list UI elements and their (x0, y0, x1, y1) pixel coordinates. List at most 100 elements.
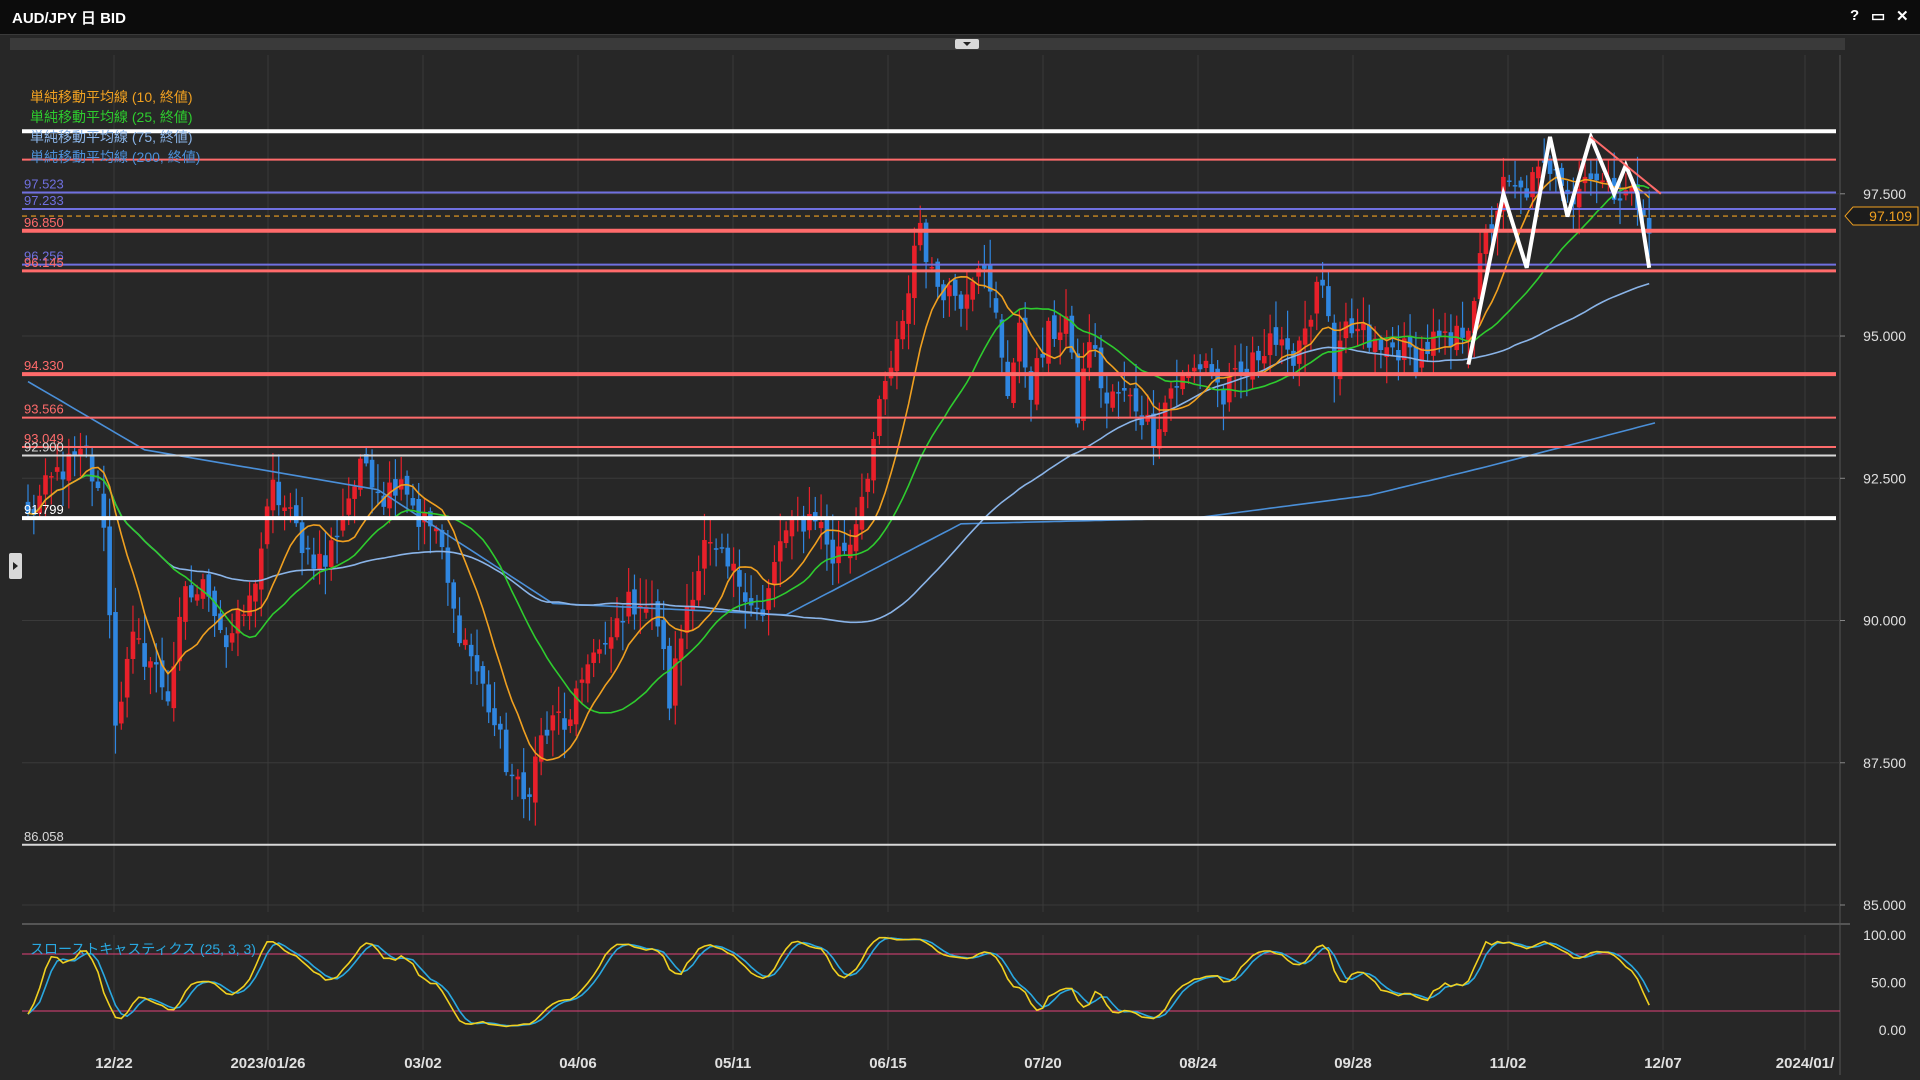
candle-body (836, 546, 841, 564)
candle-body (842, 542, 847, 552)
side-panel-toggle-icon[interactable] (9, 553, 22, 579)
candle-body (509, 774, 515, 777)
candle-body (148, 661, 153, 668)
candle-body (328, 540, 334, 567)
candle-body (66, 453, 72, 481)
candle-body (707, 542, 713, 544)
legend-entry: 単純移動平均線 (75, 終値) (30, 129, 193, 145)
zigzag-annotation (1466, 130, 1652, 365)
last-price-label: 97.109 (1869, 208, 1912, 224)
candle-body (43, 475, 48, 495)
price-tick-label: 92.500 (1863, 470, 1906, 486)
level-label: 94.330 (24, 358, 64, 373)
candle-body (439, 529, 445, 548)
candle-body (334, 535, 340, 538)
candle-body (579, 679, 585, 683)
candle-body (1641, 209, 1646, 217)
candle-body (608, 637, 614, 649)
candle-body (183, 586, 188, 622)
candle-body (1378, 339, 1384, 351)
candle-body (37, 495, 42, 514)
candle-body (463, 639, 468, 646)
candle-body (1366, 324, 1372, 348)
candle-body (783, 530, 789, 544)
legend-entry: 単純移動平均線 (200, 終値) (30, 149, 200, 165)
candle-body (1139, 415, 1145, 426)
candle-body (1448, 332, 1454, 347)
candle-body (1407, 336, 1413, 348)
candle-body (1063, 316, 1069, 334)
candle-body (486, 684, 491, 713)
candle-body (777, 541, 783, 562)
candle-body (474, 655, 480, 672)
level-label: 96.256 (24, 249, 64, 264)
candle-body (993, 298, 999, 313)
candle-body (824, 517, 830, 545)
candle-body (177, 616, 182, 662)
candle-body (270, 479, 276, 511)
candle-body (976, 268, 981, 277)
candle-body (830, 539, 836, 564)
candle-body (1483, 229, 1489, 254)
candle-body (1081, 368, 1086, 421)
candle-body (1116, 392, 1121, 394)
candle-body (1011, 362, 1016, 403)
candle-body (206, 574, 212, 597)
candle-body (346, 498, 352, 515)
candle-body (142, 643, 147, 667)
candle-body (713, 548, 719, 550)
candle-body (276, 481, 282, 506)
candle-body (719, 547, 725, 549)
candle-body (1530, 172, 1535, 198)
candle-body (95, 481, 101, 489)
time-tick-label: 07/20 (1024, 1055, 1062, 1072)
candle-body (1151, 413, 1156, 448)
price-tick-label: 85.000 (1863, 897, 1906, 913)
stoch-tick-label: 0.00 (1879, 1022, 1906, 1038)
candle-body (964, 294, 970, 309)
time-tick-label: 12/07 (1644, 1055, 1682, 1072)
candle-body (538, 735, 544, 762)
help-icon[interactable]: ? (1850, 7, 1860, 24)
close-icon[interactable]: ✕ (1896, 8, 1909, 25)
candle-body (1040, 353, 1045, 358)
collapse-toggle-icon[interactable] (955, 39, 979, 49)
candle-body (1092, 345, 1098, 349)
candle-body (445, 547, 451, 583)
candle-body (923, 222, 929, 263)
candle-body (556, 711, 561, 713)
candle-body (673, 658, 678, 706)
candle-body (1396, 349, 1401, 361)
candle-body (1238, 361, 1244, 373)
candle-body (947, 285, 952, 297)
candle-body (1197, 364, 1203, 370)
candle-body (585, 664, 591, 684)
candle-body (311, 554, 317, 569)
candle-body (1419, 348, 1425, 368)
candle-body (1361, 323, 1366, 331)
candle-body (1600, 180, 1605, 183)
candle-body (1168, 388, 1174, 399)
candle-body (1314, 281, 1320, 314)
time-tick-label: 08/24 (1179, 1055, 1217, 1072)
candle-body (1075, 353, 1080, 424)
candle-body (952, 279, 958, 296)
candle-body (1046, 320, 1051, 364)
level-label: 86.058 (24, 829, 64, 844)
candle-body (603, 643, 608, 645)
candle-body (264, 506, 270, 545)
candle-body (1174, 386, 1180, 388)
candle-body (1372, 338, 1378, 352)
candle-body (130, 631, 136, 659)
maximize-icon[interactable]: ▭ (1871, 8, 1886, 25)
candle-body (1267, 333, 1273, 356)
candle-body (725, 547, 731, 567)
candle-body (305, 547, 311, 550)
price-tick-label: 87.500 (1863, 755, 1906, 771)
candle-body (1157, 429, 1162, 449)
candle-body (1477, 253, 1483, 300)
candle-body (1355, 328, 1360, 332)
candle-body (731, 563, 736, 571)
candle-body (503, 729, 509, 773)
